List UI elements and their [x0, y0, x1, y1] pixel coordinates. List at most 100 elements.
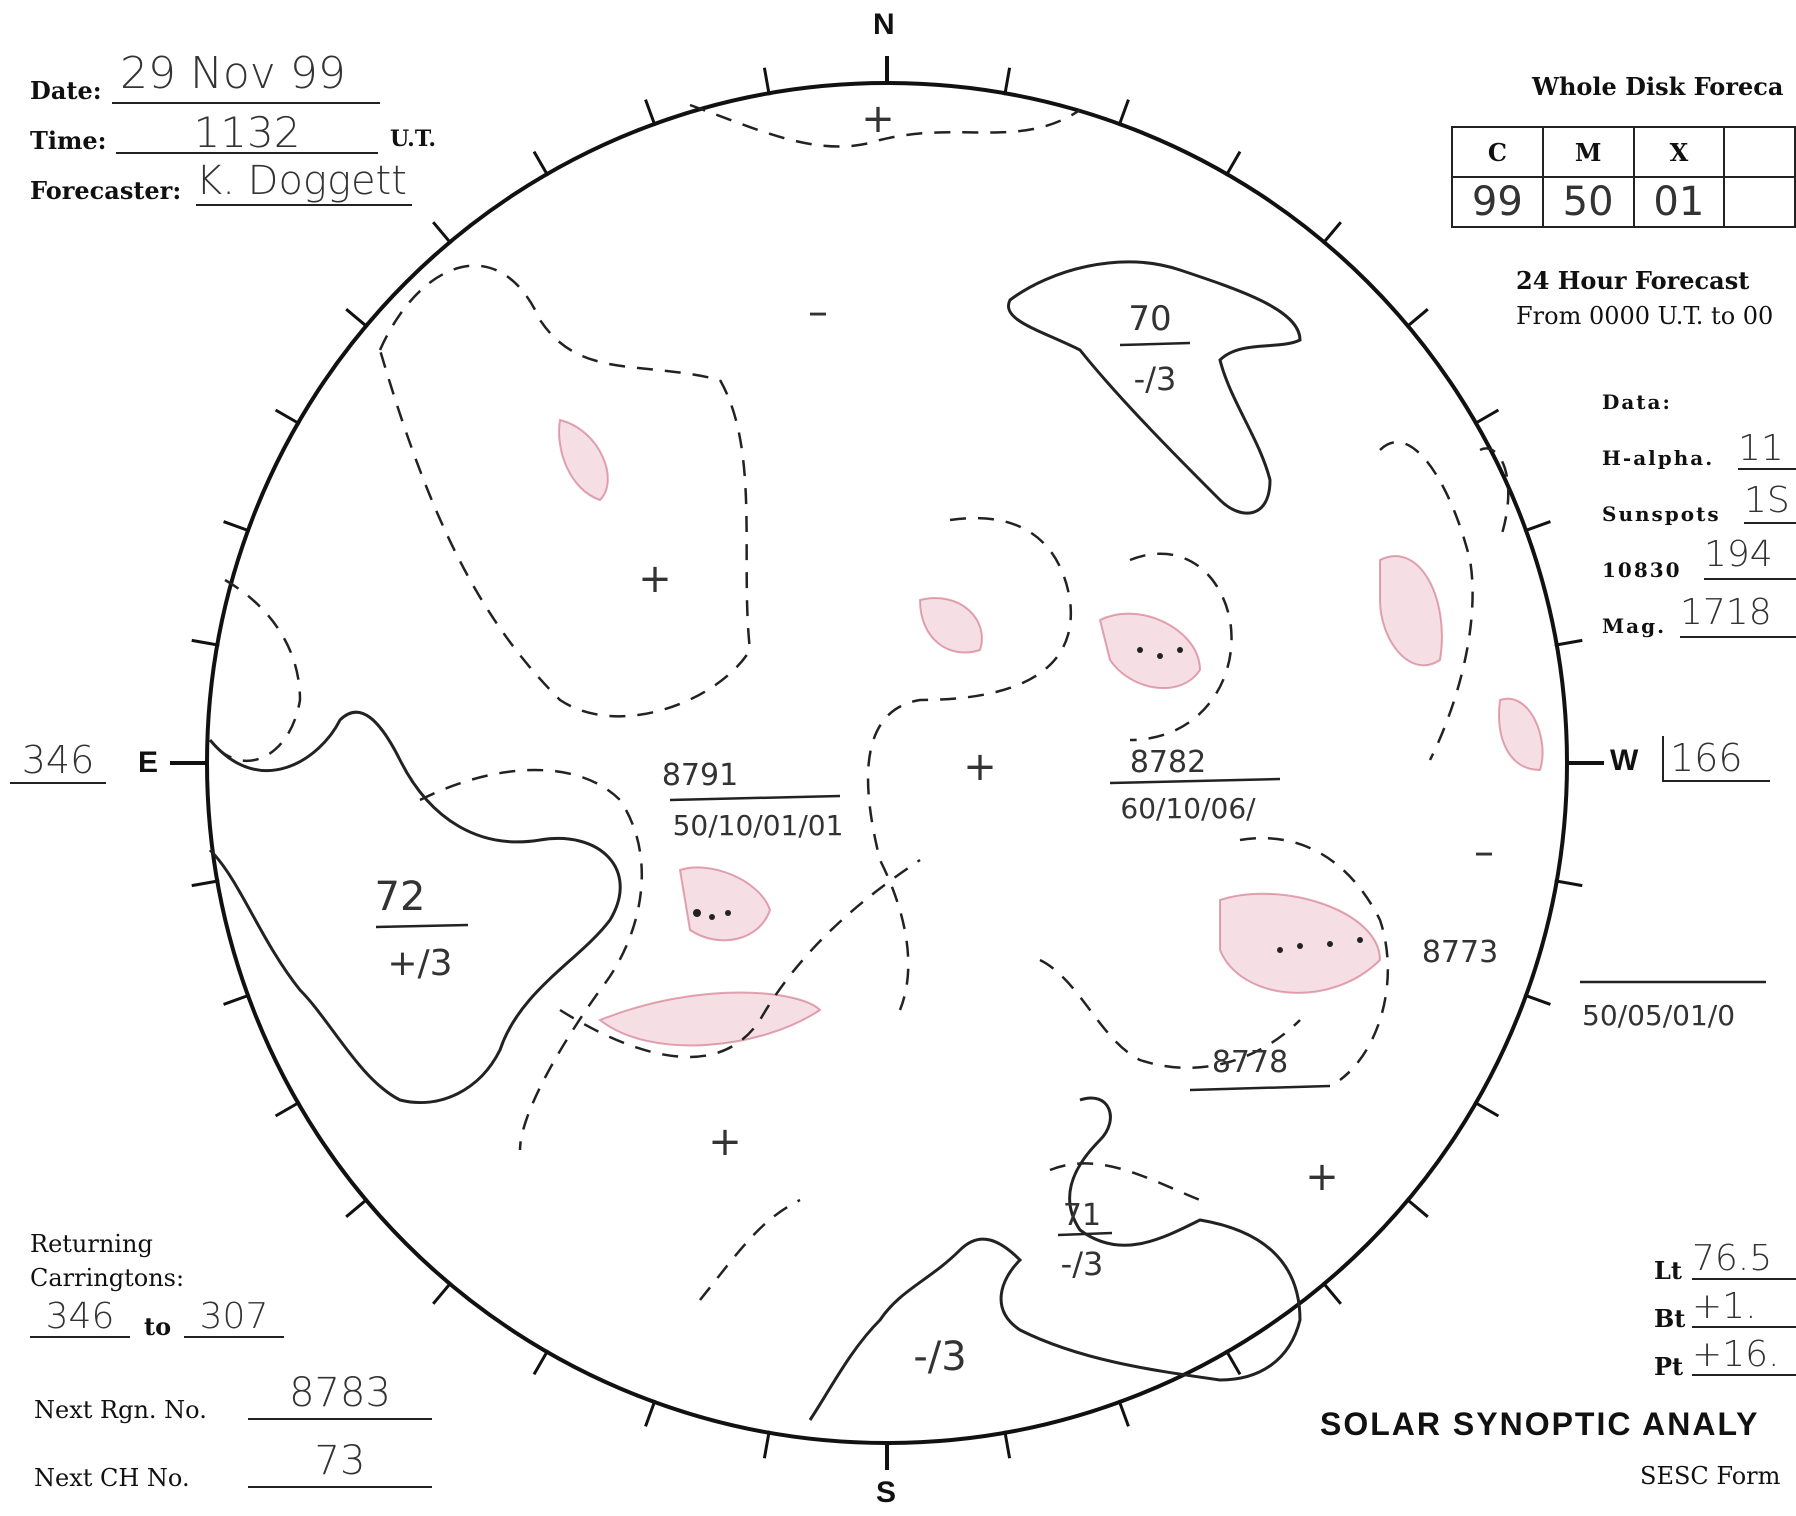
bt-label: Bt [1654, 1304, 1686, 1333]
limb-tick [432, 1281, 453, 1305]
coronal-hole-boundaries [208, 260, 1302, 1421]
neutral-line-center [866, 516, 1073, 1011]
plage-areas [558, 418, 1544, 1047]
forecast-table-wrap: C M X 99 50 01 [1451, 126, 1796, 228]
forecast-period-range: From 0000 U.T. to 00 [1516, 302, 1774, 330]
returning-from-value: 346 [30, 1296, 130, 1338]
mag-value: 1718 [1680, 592, 1796, 638]
limb-tick [1003, 1430, 1012, 1459]
neutral-line-south [699, 1198, 801, 1301]
returning-to-value: 307 [184, 1296, 284, 1338]
returning-label-2: Carringtons: [30, 1264, 185, 1292]
coronal-hole-72-polarity: +/3 [387, 943, 452, 984]
sunspot-8791-a [693, 909, 701, 917]
compass-north: N [873, 8, 895, 41]
limb-tick [1473, 1100, 1500, 1118]
sunspots-label: Sunspots [1602, 502, 1721, 526]
form-number: SESC Form [1640, 1462, 1781, 1490]
plage-8791 [678, 866, 772, 942]
limb-tick [762, 1430, 771, 1459]
next-ch-label: Next CH No. [34, 1464, 190, 1492]
forecast-header-m: M [1541, 126, 1635, 178]
coronal-hole-70 [1006, 260, 1302, 515]
limb-tick [1117, 99, 1130, 127]
limb-tick [1321, 221, 1342, 245]
coronal-hole-70-polarity: -/3 [1134, 360, 1177, 398]
neutral-lines [209, 103, 1510, 1301]
sunspot-8782-b [1157, 653, 1163, 659]
returning-to-label: to [144, 1312, 172, 1341]
coronal-hole-72-rule [375, 923, 469, 929]
plage-west-limb [1498, 697, 1544, 772]
compass-east: E [138, 746, 159, 779]
halpha-label: H-alpha. [1602, 446, 1715, 470]
coronal-hole-70-rule [1119, 341, 1191, 347]
limb-tick [1405, 1197, 1429, 1218]
limb-tick [345, 1197, 369, 1218]
sunspot-8782-c [1177, 647, 1183, 653]
neutral-line-8773 [1239, 836, 1390, 1081]
compass-south: S [876, 1476, 897, 1509]
limb-tick [532, 1349, 550, 1376]
sunspots-value: 1S [1744, 480, 1796, 524]
date-value: 29 Nov 99 [112, 48, 380, 104]
pt-value: +16. [1692, 1334, 1796, 1376]
limb-tick [191, 638, 220, 647]
polarity-plus-ne: + [638, 556, 672, 602]
limb-tick [223, 520, 251, 533]
solar-disk-limb [205, 81, 1569, 1445]
coronal-hole-71 [808, 1096, 1302, 1421]
plage-8782 [1098, 612, 1202, 690]
neutral-line-mid [419, 768, 644, 1151]
forecast-header-c: C [1451, 126, 1544, 178]
region-8791-rule [669, 794, 841, 802]
k10830-label: 10830 [1602, 558, 1682, 582]
neutral-line-north [689, 103, 1081, 148]
time-label: Time: [30, 126, 107, 155]
polarity-markers: + + + + + – – [638, 96, 1494, 1200]
limb-tick [274, 1100, 301, 1118]
region-8791-number: 8791 [662, 758, 738, 793]
forecaster-value: K. Doggett [196, 158, 412, 206]
sunspot-8773-c [1327, 941, 1333, 947]
limb-tick [644, 99, 657, 127]
forecast-table: C M X 99 50 01 [1451, 126, 1796, 228]
neutral-line-west-limb [1479, 447, 1510, 541]
coronal-hole-71-number: 71 [1063, 1198, 1101, 1233]
polarity-plus-sw: + [1305, 1154, 1339, 1200]
forecast-value-extra [1723, 176, 1796, 228]
region-8778-rule [1189, 1084, 1331, 1092]
limb-tick [1473, 408, 1500, 426]
limb-tick [274, 408, 301, 426]
neutral-line-west [1379, 440, 1474, 761]
data-panel-title: Data: [1602, 390, 1672, 414]
region-8773-data: 50/05/01/0 [1582, 999, 1735, 1032]
limb-tick [432, 221, 453, 245]
limb-tick [1523, 520, 1551, 533]
limb-tick [1554, 879, 1583, 888]
sunspot-8791-b [709, 914, 715, 920]
region-8782-data: 60/10/06/ [1120, 792, 1256, 825]
limb-tick [345, 308, 369, 329]
sunspot-8791-c [725, 910, 731, 916]
mag-label: Mag. [1602, 614, 1667, 638]
sunspot-8773-b [1297, 943, 1303, 949]
forecast-header-extra [1723, 126, 1796, 178]
limb-tick [762, 67, 771, 96]
plage-north-east [558, 418, 609, 502]
region-8782-number: 8782 [1130, 745, 1206, 780]
limb-tick [1405, 308, 1429, 329]
plage-center [918, 597, 983, 654]
region-8791-data: 50/10/01/01 [673, 809, 844, 842]
next-region-value: 8783 [248, 1370, 432, 1420]
time-value: 1132 [116, 108, 378, 157]
plage-west [1379, 555, 1443, 667]
forecast-header-x: X [1632, 126, 1726, 178]
region-8773-number: 8773 [1422, 935, 1498, 970]
neutral-line-8778 [1039, 958, 1301, 1070]
sunspot-8773-a [1277, 947, 1283, 953]
west-limb-value: 166 [1662, 736, 1770, 782]
compass-west: W [1610, 744, 1639, 777]
coronal-hole-71-polarity: -/3 [1061, 1245, 1104, 1283]
